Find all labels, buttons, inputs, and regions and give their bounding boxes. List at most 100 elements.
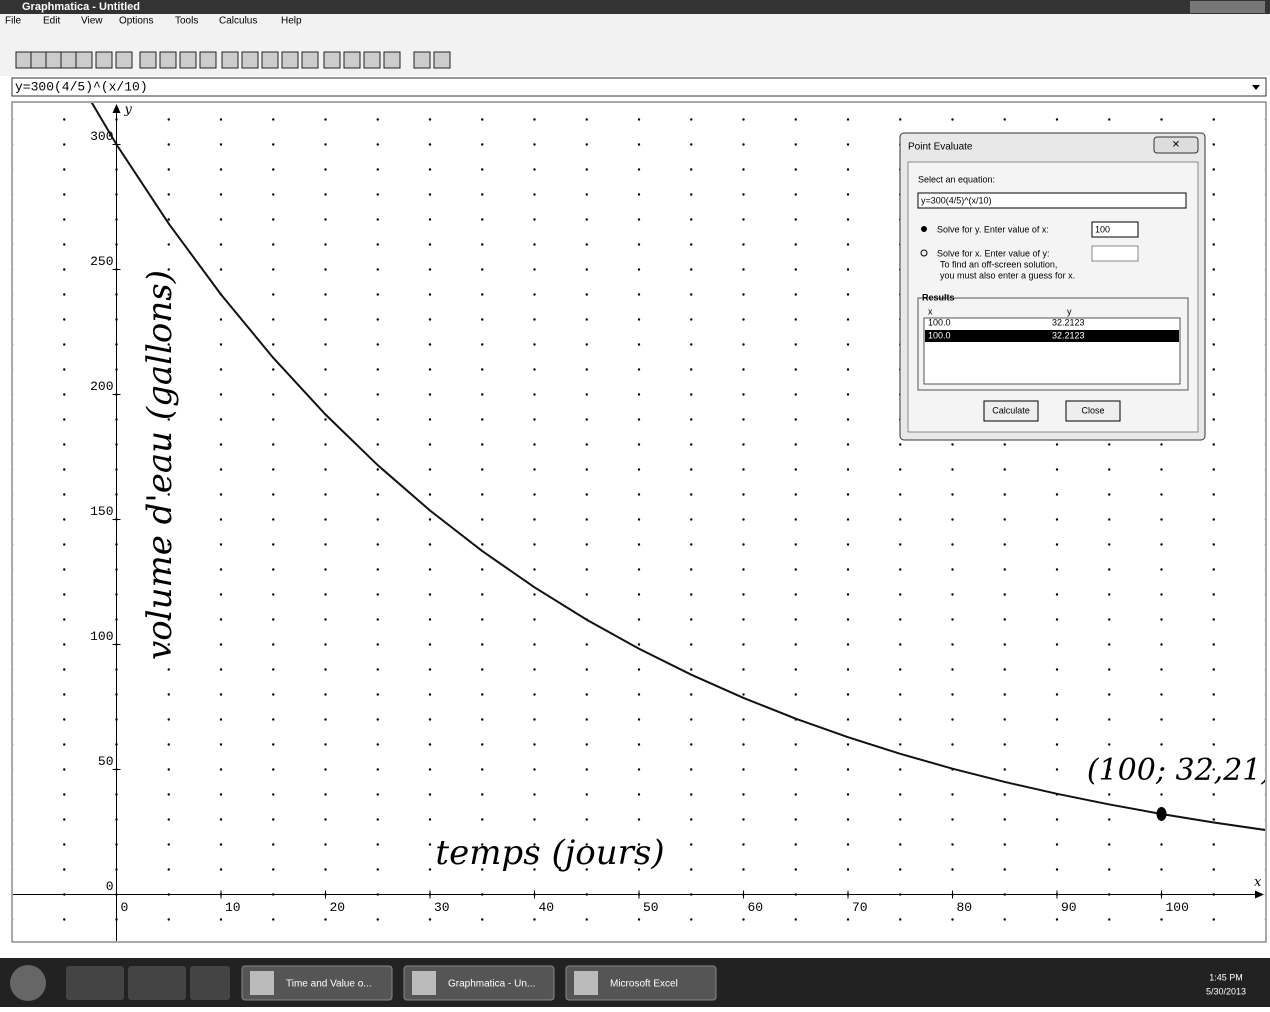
grid-dot <box>1212 193 1215 196</box>
grid-dot <box>1212 393 1215 396</box>
dialog-button[interactable] <box>1065 400 1121 422</box>
grid-dot <box>272 343 275 346</box>
tool-button[interactable] <box>15 51 33 69</box>
menu-item[interactable]: Edit <box>43 16 60 27</box>
grid-dot <box>742 293 745 296</box>
solve-x-label: Solve for x. Enter value of y: <box>937 248 1050 258</box>
grid-dot <box>428 118 432 121</box>
tool-button[interactable] <box>60 51 78 69</box>
tool-button[interactable] <box>179 51 197 69</box>
grid-dot <box>1108 843 1111 846</box>
grid-dot <box>428 618 432 621</box>
dropdown-arrow[interactable] <box>1252 85 1260 90</box>
tool-button[interactable] <box>199 51 217 69</box>
tool-button[interactable] <box>115 51 133 69</box>
tool-button[interactable] <box>383 51 401 69</box>
grid-dot <box>899 793 902 796</box>
task-button[interactable] <box>403 965 555 1001</box>
grid-dot <box>846 543 850 546</box>
grid-dot <box>690 593 693 596</box>
point-note: (100; 32,21) <box>1087 753 1270 788</box>
grid-dot <box>272 218 275 221</box>
tool-button[interactable] <box>139 51 157 69</box>
tool-button[interactable] <box>281 51 299 69</box>
grid-dot <box>637 868 641 871</box>
grid-dot <box>690 293 693 296</box>
tool-button[interactable] <box>30 51 48 69</box>
grid-dot <box>1055 543 1059 546</box>
y-tick-label: 50 <box>98 754 114 769</box>
grid-dot <box>428 668 432 671</box>
grid-dot <box>324 168 327 171</box>
grid-dot <box>1264 243 1265 246</box>
menu-item[interactable]: Options <box>119 16 153 27</box>
tool-button[interactable] <box>75 51 93 69</box>
dialog-title: Point Evaluate <box>908 142 973 153</box>
solve-y-label: Solve for y. Enter value of x: <box>937 224 1049 234</box>
grid-dot <box>376 468 379 471</box>
task-button[interactable] <box>565 965 717 1001</box>
tool-button[interactable] <box>221 51 239 69</box>
x-input[interactable] <box>1091 221 1139 238</box>
tool-button[interactable] <box>433 51 451 69</box>
grid-dot <box>899 518 902 521</box>
tool-button[interactable] <box>301 51 319 69</box>
window-buttons[interactable] <box>1190 1 1265 13</box>
task-label: Time and Value o... <box>286 979 372 990</box>
grid-dot <box>219 393 223 396</box>
menu-item[interactable]: Help <box>281 16 302 27</box>
tool-button[interactable] <box>241 51 259 69</box>
tool-button[interactable] <box>159 51 177 69</box>
equation-box[interactable] <box>11 77 1267 97</box>
result-cell: 32.2123 <box>1052 317 1085 327</box>
radio-solve-x[interactable] <box>920 249 928 257</box>
menu-item[interactable]: File <box>5 16 22 27</box>
grid-dot <box>585 743 588 746</box>
grid-dot <box>794 518 797 521</box>
grid-dot <box>1003 868 1006 871</box>
equation-select[interactable] <box>917 192 1187 209</box>
grid-dot <box>1212 918 1215 921</box>
dialog-button[interactable] <box>983 400 1039 422</box>
menu-item[interactable]: Tools <box>175 16 198 27</box>
dialog-close[interactable] <box>1153 136 1199 154</box>
grid-dot <box>846 768 850 771</box>
grid-dot <box>1264 193 1265 196</box>
tool-button[interactable] <box>363 51 381 69</box>
pinned-app[interactable] <box>66 966 124 1000</box>
y-input[interactable] <box>1091 245 1139 262</box>
grid-dot <box>428 343 432 346</box>
grid-dot <box>846 268 850 271</box>
grid-dot <box>742 443 745 446</box>
y-axis-label: y <box>124 103 133 118</box>
grid-dot <box>63 593 66 596</box>
grid-dot <box>428 693 432 696</box>
tool-button[interactable] <box>261 51 279 69</box>
tool-button[interactable] <box>45 51 63 69</box>
grid-dot <box>219 568 223 571</box>
menu-item[interactable]: View <box>81 16 103 27</box>
grid-dot <box>272 818 275 821</box>
grid-dot <box>13 918 14 921</box>
radio-solve-y[interactable] <box>921 226 927 232</box>
grid-dot <box>219 143 223 146</box>
tool-button[interactable] <box>95 51 113 69</box>
tool-button[interactable] <box>413 51 431 69</box>
task-button[interactable] <box>241 965 393 1001</box>
grid-dot <box>219 743 223 746</box>
x-axis-label: x <box>1254 875 1262 890</box>
grid-dot <box>219 268 223 271</box>
pinned-app[interactable] <box>190 966 230 1000</box>
grid-dot <box>63 218 66 221</box>
menu-item[interactable]: Calculus <box>219 16 257 27</box>
pinned-app[interactable] <box>128 966 186 1000</box>
grid-dot <box>899 543 902 546</box>
grid-dot <box>690 168 693 171</box>
grid-dot <box>794 643 797 646</box>
tool-button[interactable] <box>323 51 341 69</box>
grid-dot <box>846 318 850 321</box>
start-button[interactable] <box>10 965 46 1001</box>
grid-dot <box>794 768 797 771</box>
tool-button[interactable] <box>343 51 361 69</box>
